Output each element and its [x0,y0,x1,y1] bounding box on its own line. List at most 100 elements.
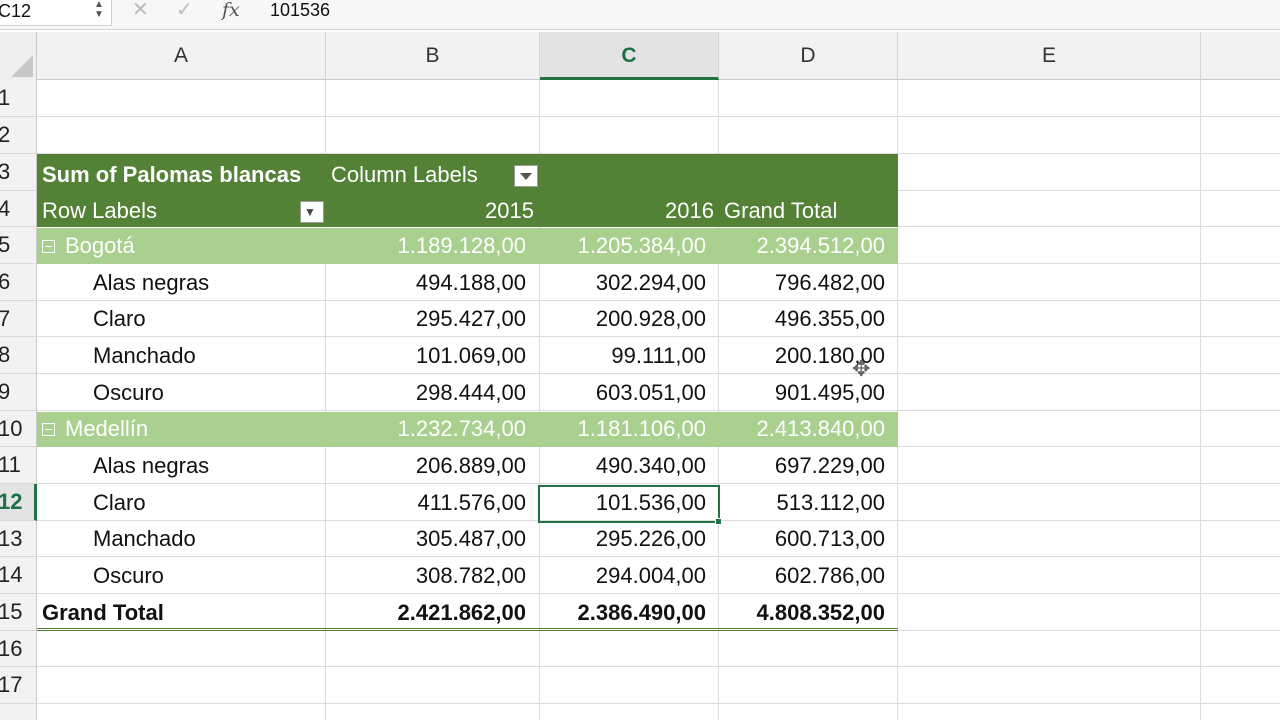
column-header-e[interactable]: E [898,32,1201,80]
gridline [37,336,1280,337]
gridline [37,373,1280,374]
column-header-f[interactable] [1201,32,1280,80]
column-header-c[interactable]: C [540,32,719,80]
pivot-group-row-medellin [37,412,898,447]
column-header-b[interactable]: B [326,32,540,80]
pivot-item-label[interactable]: Alas negras [93,270,210,295]
formula-input[interactable]: 101536 [270,0,331,20]
row-header-18[interactable] [0,704,37,720]
select-all-button[interactable] [0,32,37,80]
pivot-value-cell[interactable]: 295.226,00 [595,526,706,551]
row-header-13[interactable]: 13 [0,521,37,557]
move-cursor-icon: ✥ [852,356,871,381]
cancel-icon[interactable]: ✕ [132,0,149,21]
grand-total-value[interactable]: 2.421.862,00 [397,600,526,625]
grand-total-value[interactable]: 4.808.352,00 [756,600,885,625]
gridline [37,520,1280,521]
fill-handle[interactable] [715,518,722,525]
pivot-group-row-bogota [37,228,898,264]
pivot-group-total: 2.394.512,00 [756,233,885,258]
gridline [37,666,1280,667]
pivot-value-cell[interactable]: 295.427,00 [415,306,526,331]
pivot-value-cell[interactable]: 513.112,00 [776,490,885,515]
pivot-value-cell[interactable]: 99.111,00 [611,343,706,368]
pivot-value-cell[interactable]: 494.188,00 [415,270,526,295]
gridline [37,483,1280,484]
gridline [898,263,1280,264]
pivot-value-cell[interactable]: 600.713,00 [774,526,885,551]
enter-icon[interactable]: ✓ [176,0,193,21]
row-header-6[interactable]: 6 [0,264,37,301]
pivot-value-cell[interactable]: 901.495,00 [774,380,885,405]
row-header-7[interactable]: 7 [0,301,37,337]
collapse-icon[interactable] [42,423,55,436]
column-labels-filter-button[interactable] [514,165,538,187]
row-header-3[interactable]: 3 [0,154,37,191]
row-header-10[interactable]: 10 [0,411,37,447]
pivot-value-cell[interactable]: 308.782,00 [415,563,526,588]
pivot-value-cell[interactable]: 200.928,00 [595,306,706,331]
gridline [37,556,1280,557]
pivot-value-cell[interactable]: 411.576,00 [417,490,526,515]
row-header-1[interactable]: 1 [0,80,37,117]
row-header-5[interactable]: 5 [0,227,37,264]
name-box[interactable]: C12 ▲ ▼ [0,0,112,26]
pivot-group-total: 1.205.384,00 [577,233,706,258]
active-cell-selection [538,485,720,523]
pivot-item-label[interactable]: Alas negras [93,453,210,478]
row-labels-filter-button[interactable]: ▼ [300,201,324,223]
pivot-value-cell[interactable]: 200.180,00 [774,343,885,368]
gridline [325,80,326,720]
pivot-value-cell[interactable]: 302.294,00 [595,270,706,295]
column-header-d[interactable]: D [719,32,898,80]
grand-total-value[interactable]: 2.386.490,00 [577,600,706,625]
pivot-item-label[interactable]: Oscuro [93,380,164,405]
insert-function-icon[interactable]: fx [222,0,240,21]
pivot-header-2016: 2016 [665,198,714,223]
active-cell-value[interactable]: 101.536,00 [595,490,706,515]
pivot-value-cell[interactable]: 305.487,00 [415,526,526,551]
gridline [1200,80,1201,720]
row-header-15[interactable]: 15 [0,594,37,631]
gridline [898,630,1280,631]
pivot-value-field[interactable]: Sum of Palomas blancas [42,162,302,187]
worksheet-grid[interactable]: A B C D E 1 2 3 4 5 6 7 8 9 10 11 12 13 … [0,32,1280,720]
gridline [898,226,1280,227]
pivot-value-cell[interactable]: 490.340,00 [595,453,706,478]
pivot-item-label[interactable]: Manchado [93,526,196,551]
pivot-item-label[interactable]: Oscuro [93,563,164,588]
pivot-value-cell[interactable]: 603.051,00 [595,380,706,405]
row-header-8[interactable]: 8 [0,337,37,374]
row-header-16[interactable]: 16 [0,631,37,667]
pivot-value-cell[interactable]: 496.355,00 [774,306,885,331]
pivot-group-total: 1.189.128,00 [397,233,526,258]
pivot-value-cell[interactable]: 796.482,00 [774,270,885,295]
row-header-14[interactable]: 14 [0,557,37,594]
row-header-12[interactable]: 12 [0,484,37,521]
pivot-group-label: Medellín [65,416,149,441]
gridline [37,593,1280,594]
row-header-2[interactable]: 2 [0,117,37,154]
pivot-value-cell[interactable]: 298.444,00 [415,380,526,405]
collapse-icon[interactable] [42,240,55,253]
pivot-item-label[interactable]: Claro [93,490,146,515]
pivot-value-cell[interactable]: 294.004,00 [595,563,706,588]
column-header-a[interactable]: A [37,32,326,80]
row-header-11[interactable]: 11 [0,447,37,484]
select-all-icon [11,55,33,77]
pivot-value-cell[interactable]: 697.229,00 [774,453,885,478]
pivot-value-cell[interactable]: 101.069,00 [415,343,526,368]
pivot-group-total: 1.232.734,00 [397,416,526,441]
name-box-dropdown-icon[interactable]: ▲ ▼ [94,0,104,20]
row-header-17[interactable]: 17 [0,667,37,704]
row-header-9[interactable]: 9 [0,374,37,411]
grand-total-border [37,628,898,631]
pivot-value-cell[interactable]: 602.786,00 [774,563,885,588]
gridline [897,80,898,720]
pivot-item-label[interactable]: Claro [93,306,146,331]
row-header-4[interactable]: 4 [0,191,37,227]
grand-total-label[interactable]: Grand Total [42,600,164,625]
pivot-value-cell[interactable]: 206.889,00 [415,453,526,478]
column-headers: A B C D E [0,32,1280,80]
pivot-item-label[interactable]: Manchado [93,343,196,368]
